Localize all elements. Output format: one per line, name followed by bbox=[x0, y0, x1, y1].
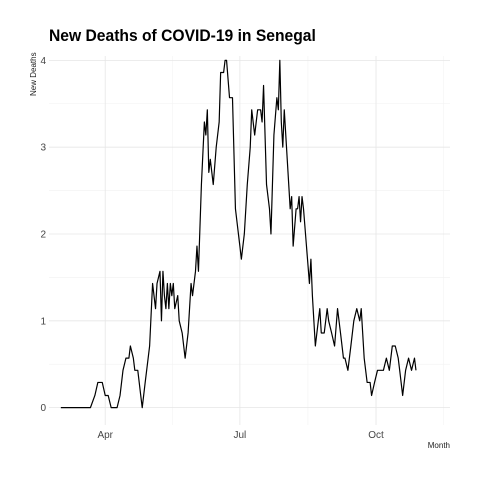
grid bbox=[49, 56, 450, 425]
x-tick-label: Jul bbox=[233, 430, 246, 441]
x-tick-label: Apr bbox=[97, 430, 113, 441]
x-axis-label: Month bbox=[428, 441, 450, 450]
y-tick-label: 0 bbox=[40, 403, 46, 414]
y-axis-label: New Deaths bbox=[29, 52, 38, 96]
chart-title: New Deaths of COVID-19 in Senegal bbox=[49, 26, 316, 45]
y-tick-label: 3 bbox=[40, 143, 46, 154]
axis-ticks: 0 1 2 3 4 Apr Jul Oct bbox=[40, 56, 384, 441]
x-tick-label: Oct bbox=[368, 430, 384, 441]
y-tick-label: 4 bbox=[40, 56, 46, 67]
y-tick-label: 2 bbox=[40, 229, 46, 240]
y-tick-label: 1 bbox=[40, 316, 46, 327]
series-line bbox=[60, 59, 417, 409]
